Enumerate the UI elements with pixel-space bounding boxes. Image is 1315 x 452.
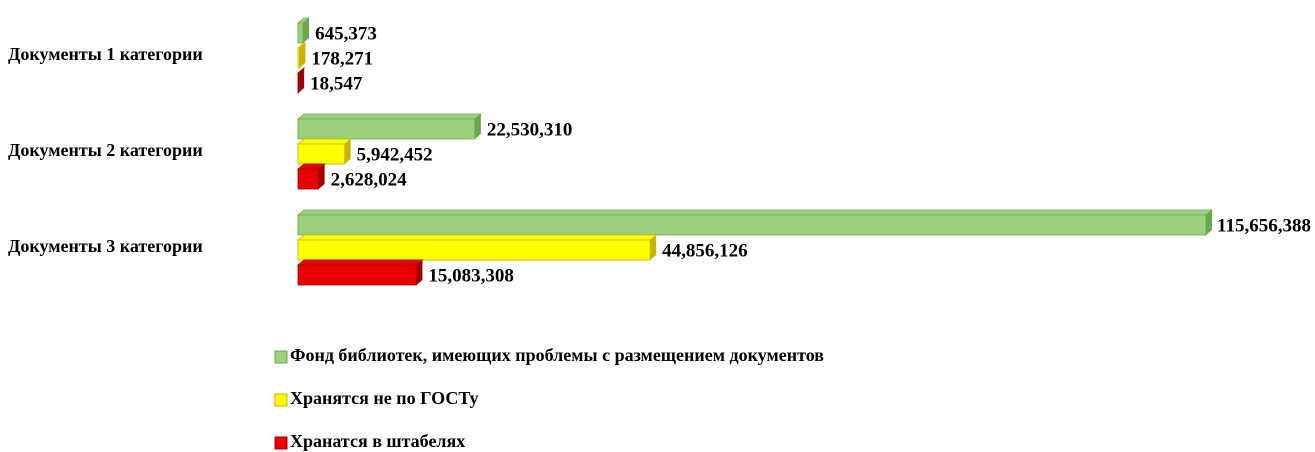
value-label: 5,942,452 [357, 144, 433, 165]
bar-top [296, 259, 424, 266]
legend-swatch [274, 393, 288, 407]
bar-side [298, 68, 305, 93]
bar [297, 239, 651, 261]
value-label: 115,656,388 [1217, 215, 1311, 236]
bar-side [650, 235, 657, 260]
bar [297, 143, 346, 165]
bar [297, 22, 304, 44]
bar-side [318, 164, 325, 189]
legend-label: Хранятся не по ГОСТу [290, 388, 478, 408]
bar-side [474, 114, 481, 139]
value-label: 645,373 [315, 23, 377, 44]
category-label: Документы 1 категории [8, 44, 203, 64]
bar-side [416, 260, 423, 285]
legend-swatch [274, 350, 288, 364]
value-label: 15,083,308 [428, 265, 513, 286]
bar-top [296, 138, 352, 145]
value-label: 22,530,310 [487, 119, 573, 140]
bar-side [1206, 210, 1212, 235]
value-label: 18,547 [310, 73, 363, 94]
bar [297, 47, 300, 69]
legend-label: Хранатся в штабелях [290, 431, 465, 451]
bar [297, 264, 417, 286]
bar-top [296, 113, 482, 120]
bar-top [296, 209, 1214, 216]
bar-side [303, 18, 310, 43]
category-label: Документы 3 категории [8, 236, 203, 256]
value-label: 44,856,126 [662, 240, 748, 261]
legend-label: Фонд библиотек, имеющих проблемы с разме… [290, 345, 824, 365]
bar [297, 168, 320, 190]
value-label: 2,628,024 [331, 169, 408, 190]
category-label: Документы 2 категории [8, 140, 203, 160]
bar-side [299, 43, 306, 68]
bar-side [344, 139, 351, 164]
bar [297, 72, 299, 94]
bar-top [296, 234, 658, 241]
bar [297, 214, 1207, 236]
value-label: 178,271 [311, 48, 373, 69]
legend-swatch [274, 436, 288, 450]
bar [297, 118, 476, 140]
